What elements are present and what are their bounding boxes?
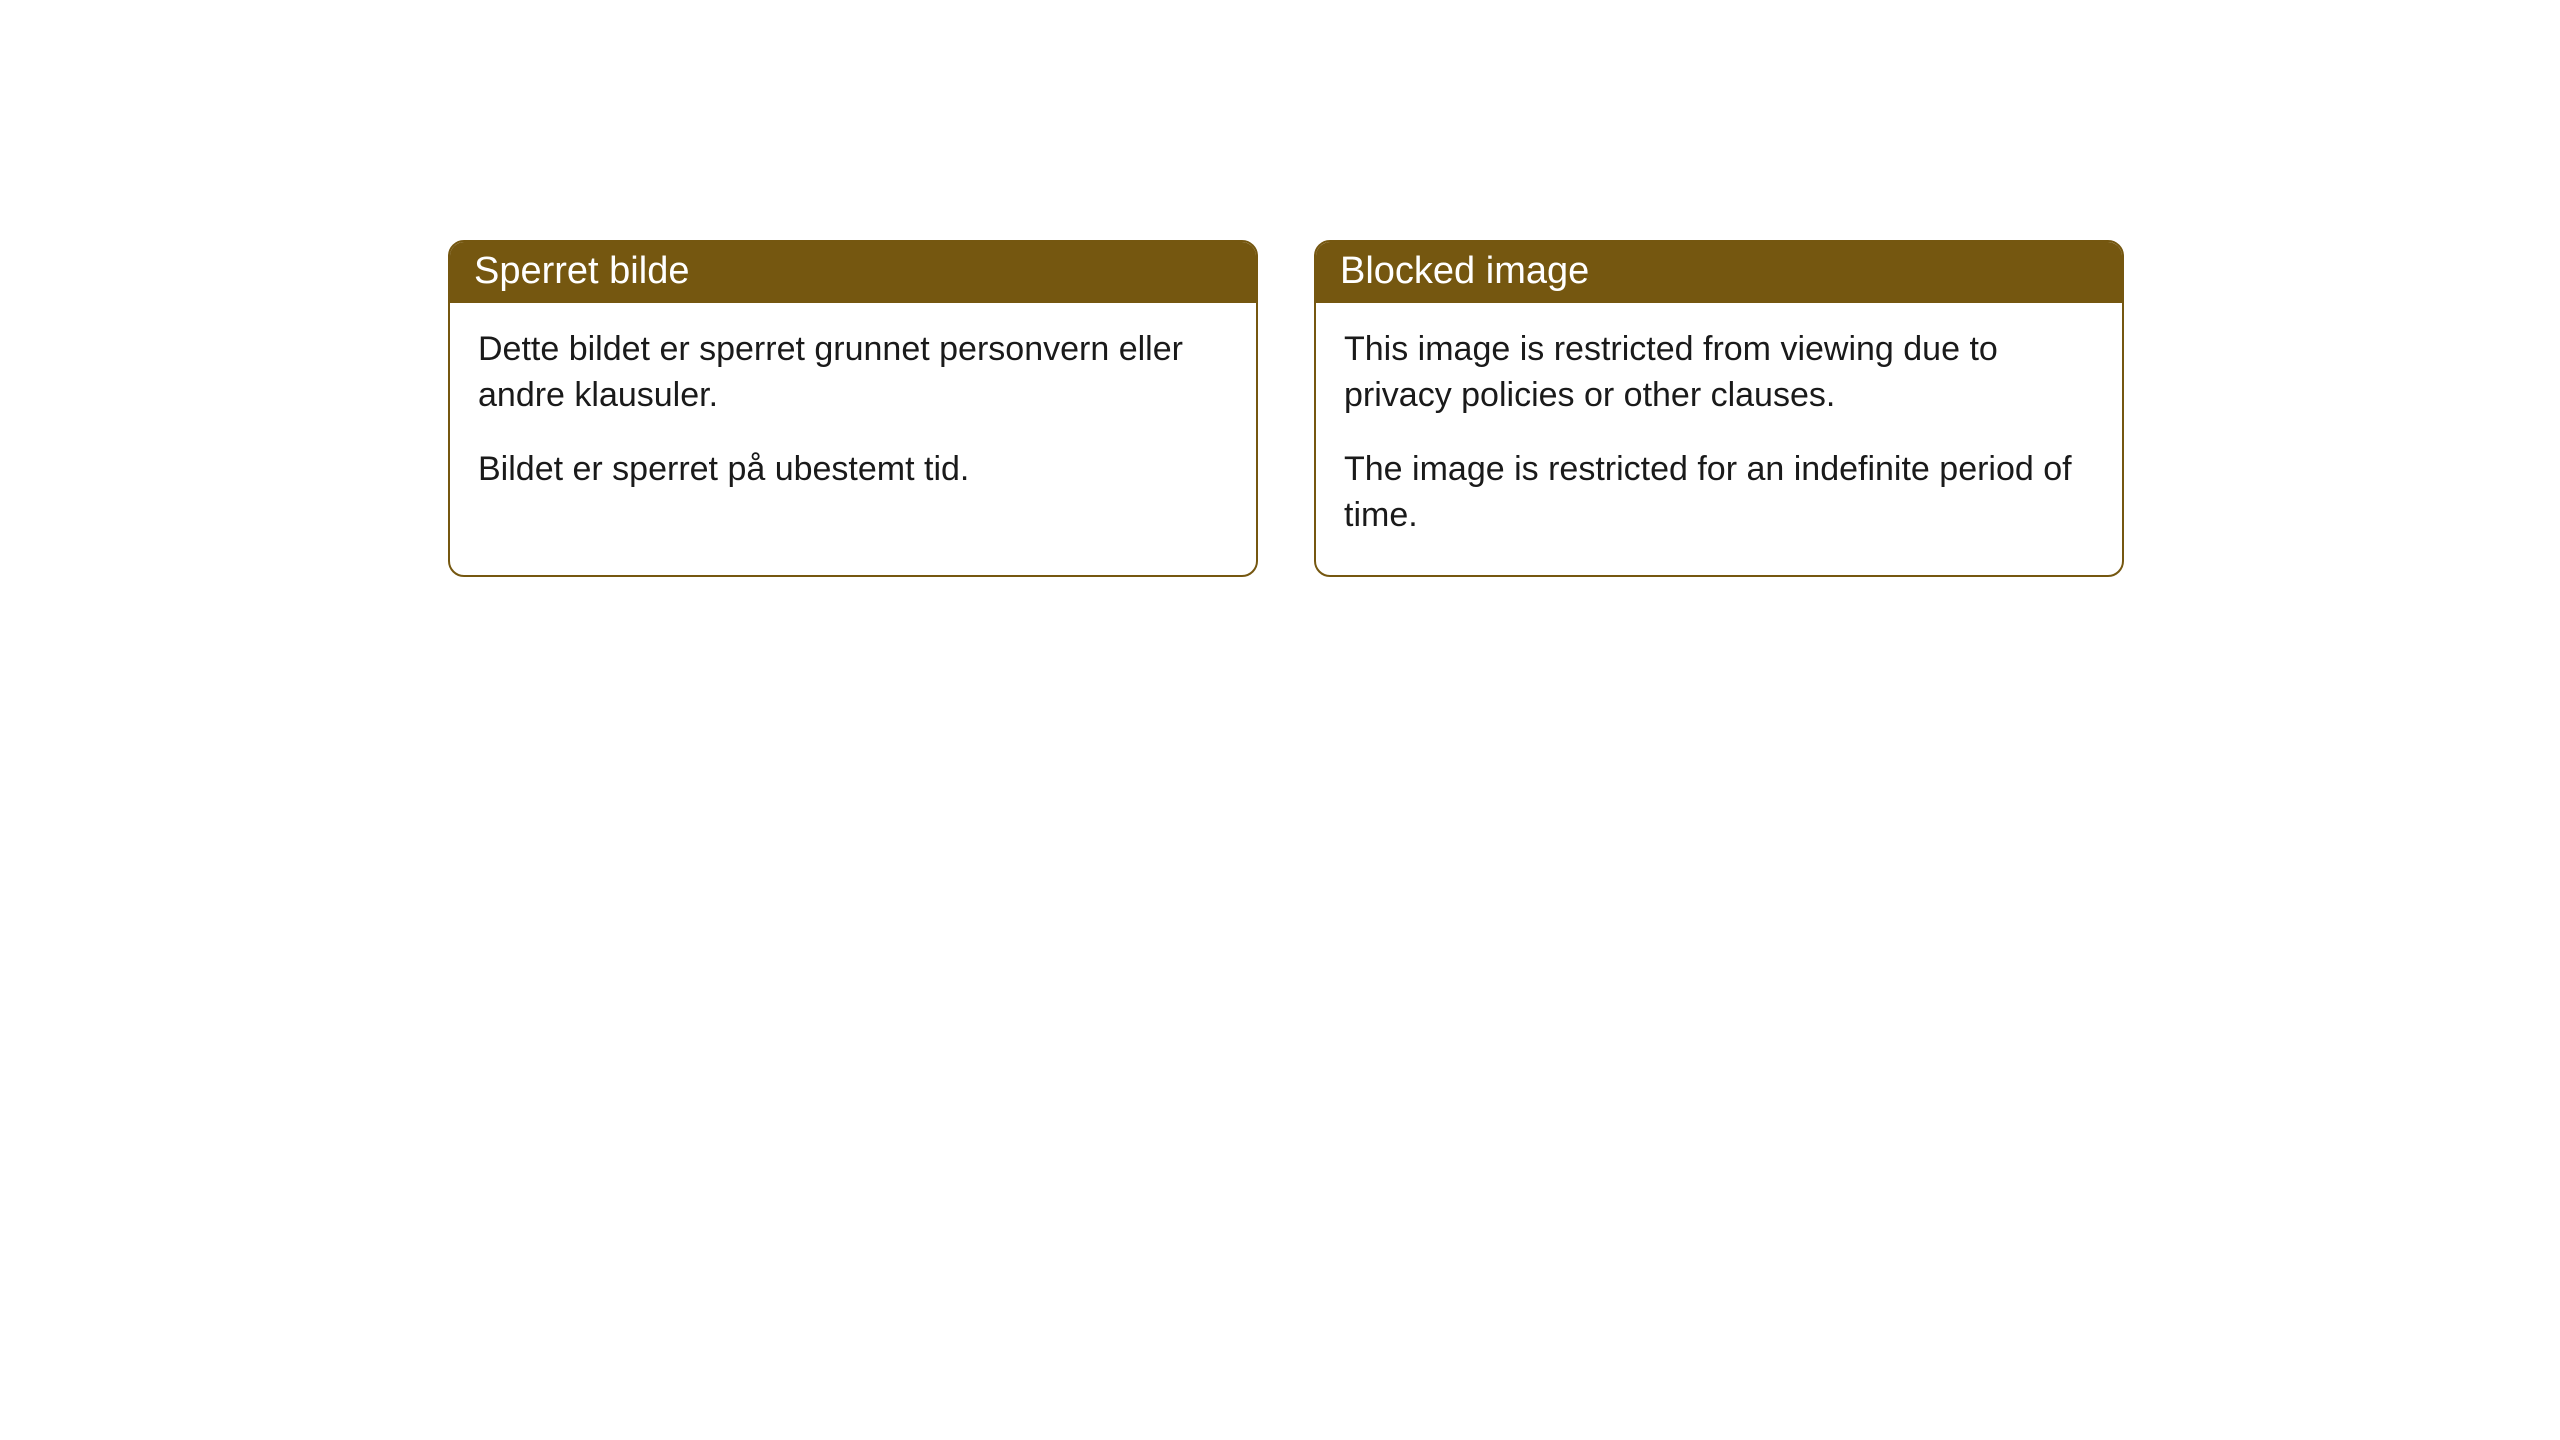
notice-card-norwegian: Sperret bilde Dette bildet er sperret gr…: [448, 240, 1258, 577]
card-paragraph: Bildet er sperret på ubestemt tid.: [478, 447, 1228, 493]
card-body: This image is restricted from viewing du…: [1316, 303, 2122, 575]
card-paragraph: The image is restricted for an indefinit…: [1344, 447, 2094, 539]
card-paragraph: Dette bildet er sperret grunnet personve…: [478, 327, 1228, 419]
notice-card-english: Blocked image This image is restricted f…: [1314, 240, 2124, 577]
notice-container: Sperret bilde Dette bildet er sperret gr…: [0, 0, 2560, 577]
card-header: Sperret bilde: [450, 242, 1256, 303]
card-paragraph: This image is restricted from viewing du…: [1344, 327, 2094, 419]
card-title: Blocked image: [1340, 250, 1589, 292]
card-title: Sperret bilde: [474, 250, 689, 292]
card-body: Dette bildet er sperret grunnet personve…: [450, 303, 1256, 529]
card-header: Blocked image: [1316, 242, 2122, 303]
